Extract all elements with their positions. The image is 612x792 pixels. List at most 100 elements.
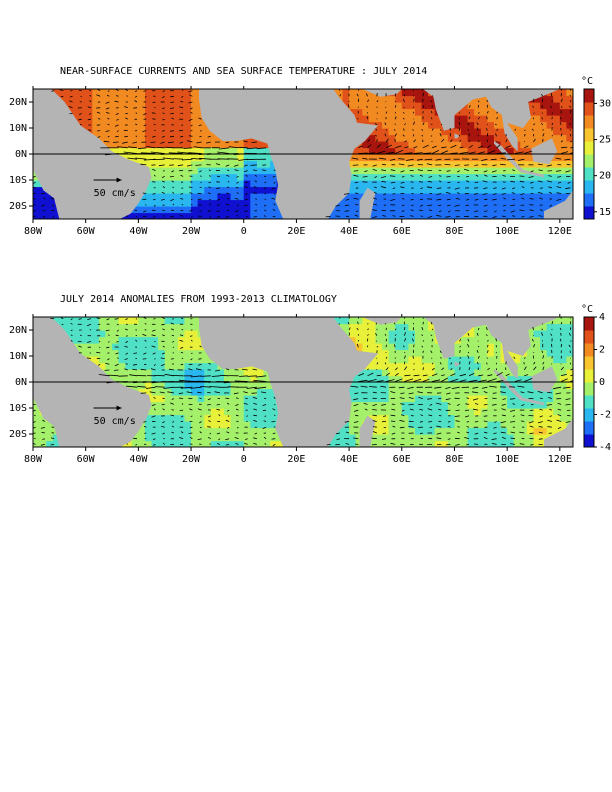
sst-cell — [184, 349, 192, 357]
current-arrow — [413, 374, 420, 377]
x-tick-label: 100E — [495, 226, 519, 237]
sst-cell — [158, 401, 166, 409]
current-arrow — [353, 437, 359, 440]
current-arrow — [413, 98, 415, 103]
current-arrow — [188, 118, 193, 121]
sst-cell — [540, 388, 548, 396]
sst-cell — [151, 108, 159, 116]
sst-cell — [138, 427, 146, 435]
sst-cell — [72, 317, 80, 325]
sst-cell — [474, 369, 482, 377]
sst-cell — [533, 349, 541, 357]
current-arrow — [474, 210, 479, 213]
current-arrow — [478, 145, 484, 149]
sst-cell — [441, 180, 449, 188]
current-arrow — [384, 322, 387, 325]
sst-cell — [415, 427, 423, 435]
current-arrow — [125, 352, 129, 355]
sst-cell — [210, 427, 218, 435]
sst-cell — [388, 121, 396, 129]
sst-cell — [494, 349, 502, 357]
sst-cell — [210, 408, 218, 416]
sst-cell — [171, 427, 179, 435]
sst-cell — [243, 408, 251, 416]
sst-cell — [210, 440, 218, 447]
sst-cell — [92, 95, 100, 103]
sst-cell — [487, 108, 495, 116]
sst-cell — [184, 89, 192, 97]
sst-cell — [474, 343, 482, 351]
sst-cell — [230, 434, 238, 442]
sst-cell — [454, 421, 462, 429]
sst-cell — [355, 427, 363, 435]
sst-cell — [256, 382, 265, 390]
sst-cell — [375, 369, 383, 377]
current-arrow — [566, 163, 571, 166]
current-arrow — [181, 158, 193, 161]
current-arrow — [467, 129, 470, 131]
sst-cell — [224, 173, 232, 181]
current-arrow — [234, 380, 248, 382]
sst-cell — [112, 317, 120, 325]
sst-cell — [540, 167, 548, 175]
sst-cell — [210, 401, 218, 409]
current-arrow — [225, 438, 230, 441]
current-arrow — [483, 404, 488, 406]
current-arrow — [353, 404, 359, 407]
sst-cell — [421, 108, 429, 116]
current-arrow — [105, 130, 110, 132]
sst-cell — [566, 388, 573, 396]
sst-cell — [487, 369, 495, 377]
sst-cell — [566, 141, 573, 149]
current-arrow — [180, 135, 184, 138]
current-arrow — [440, 357, 442, 359]
current-arrow — [272, 176, 276, 178]
sst-cell — [467, 401, 475, 409]
sst-cell — [546, 115, 554, 123]
colorbar-frame — [583, 88, 595, 220]
sst-cell — [546, 343, 554, 351]
current-arrow — [214, 391, 221, 394]
sst-cell — [415, 440, 423, 447]
current-arrow — [538, 426, 543, 428]
current-arrow — [464, 437, 470, 440]
sst-cell — [461, 349, 469, 357]
current-arrow — [446, 392, 451, 395]
y-tick-label: 0N — [15, 149, 27, 160]
sst-cell — [177, 128, 186, 136]
sst-cell — [210, 382, 218, 390]
sst-cell — [270, 167, 278, 175]
sst-cell — [131, 141, 139, 149]
current-arrow — [533, 343, 536, 348]
sst-cell — [33, 414, 41, 422]
sst-cell — [171, 212, 179, 219]
sst-cell — [263, 395, 271, 403]
sst-cell — [487, 388, 495, 396]
sst-cell — [388, 375, 396, 383]
current-arrow — [271, 187, 276, 190]
sst-cell — [79, 336, 87, 344]
sst-cell — [263, 421, 271, 429]
sst-cell — [513, 421, 521, 429]
sst-cell — [250, 388, 258, 396]
sst-cell — [401, 128, 409, 136]
sst-cell — [158, 160, 166, 168]
current-arrow — [401, 204, 405, 207]
current-arrow — [533, 138, 536, 143]
sst-cell — [474, 414, 482, 422]
sst-cell — [191, 375, 199, 383]
sst-cell — [513, 186, 521, 194]
current-arrow — [190, 358, 193, 361]
sst-cell — [395, 141, 403, 149]
sst-cell — [39, 421, 47, 429]
sst-cell — [125, 336, 133, 344]
sst-cell — [401, 408, 409, 416]
sst-cell — [434, 427, 442, 435]
sst-cell — [434, 349, 442, 357]
sst-cell — [566, 369, 573, 377]
sst-cell — [533, 134, 541, 142]
current-arrow — [98, 346, 101, 349]
map-field — [33, 317, 573, 447]
sst-cell — [250, 186, 258, 194]
sst-cell — [191, 323, 199, 331]
